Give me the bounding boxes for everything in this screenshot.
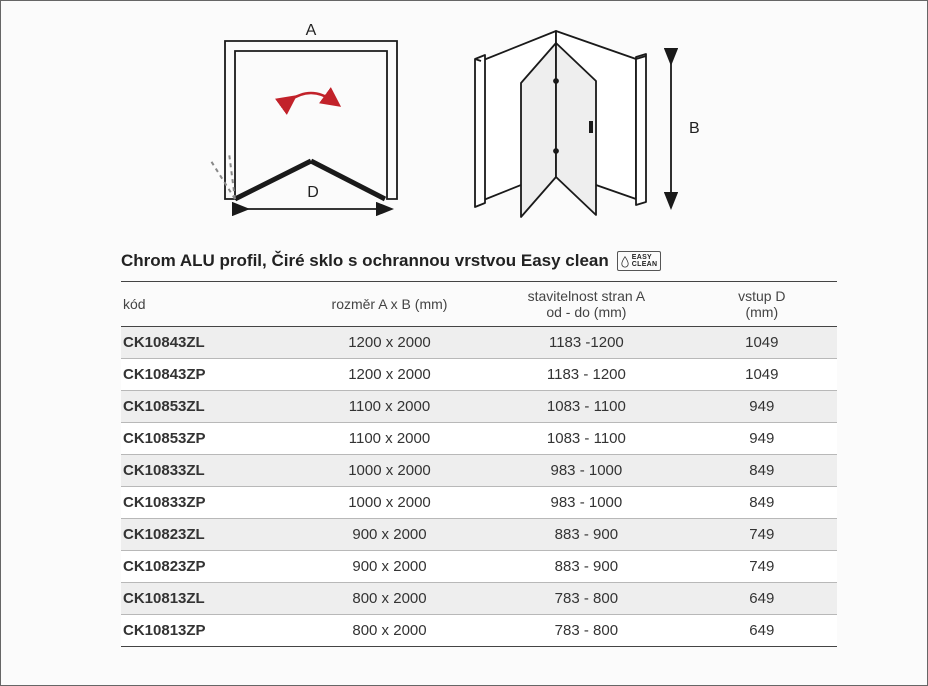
cell-entry: 749 [687, 551, 837, 583]
cell-entry: 849 [687, 487, 837, 519]
cell-entry: 949 [687, 423, 837, 455]
cell-adjust: 783 - 800 [486, 583, 686, 615]
table-row: CK10843ZP1200 x 20001183 - 12001049 [121, 359, 837, 391]
cell-code: CK10823ZL [121, 519, 293, 551]
cell-size: 900 x 2000 [293, 519, 486, 551]
cell-size: 1100 x 2000 [293, 423, 486, 455]
cell-size: 900 x 2000 [293, 551, 486, 583]
cell-size: 1000 x 2000 [293, 455, 486, 487]
th-entry: vstup D (mm) [687, 282, 837, 327]
cell-entry: 649 [687, 583, 837, 615]
cell-adjust: 1183 -1200 [486, 327, 686, 359]
table-row: CK10853ZL1100 x 20001083 - 1100949 [121, 391, 837, 423]
table-row: CK10813ZP800 x 2000783 - 800649 [121, 615, 837, 647]
cell-entry: 1049 [687, 327, 837, 359]
label-a: A [306, 22, 317, 39]
cell-size: 800 x 2000 [293, 615, 486, 647]
cell-adjust: 883 - 900 [486, 551, 686, 583]
table-row: CK10843ZL1200 x 20001183 -12001049 [121, 327, 837, 359]
table-body: CK10843ZL1200 x 20001183 -12001049CK1084… [121, 327, 837, 647]
diagram-3d-view: B [461, 21, 711, 221]
cell-adjust: 983 - 1000 [486, 487, 686, 519]
spec-table: kód rozměr A x B (mm) stavitelnost stran… [121, 281, 837, 647]
easy-clean-icon: EASYCLEAN [617, 251, 662, 271]
cell-code: CK10813ZP [121, 615, 293, 647]
table-row: CK10853ZP1100 x 20001083 - 1100949 [121, 423, 837, 455]
cell-code: CK10843ZP [121, 359, 293, 391]
section-title: Chrom ALU profil, Čiré sklo s ochrannou … [121, 251, 609, 271]
th-adjust: stavitelnost stran A od - do (mm) [486, 282, 686, 327]
spec-section: Chrom ALU profil, Čiré sklo s ochrannou … [1, 221, 927, 647]
cell-entry: 1049 [687, 359, 837, 391]
table-header-row: kód rozměr A x B (mm) stavitelnost stran… [121, 282, 837, 327]
cell-adjust: 983 - 1000 [486, 455, 686, 487]
label-b: B [689, 120, 700, 137]
th-size: rozměr A x B (mm) [293, 282, 486, 327]
table-row: CK10823ZP900 x 2000883 - 900749 [121, 551, 837, 583]
cell-adjust: 1083 - 1100 [486, 391, 686, 423]
cell-adjust: 883 - 900 [486, 519, 686, 551]
cell-adjust: 783 - 800 [486, 615, 686, 647]
diagram-row: A D [1, 1, 927, 221]
cell-entry: 649 [687, 615, 837, 647]
cell-adjust: 1083 - 1100 [486, 423, 686, 455]
cell-size: 1100 x 2000 [293, 391, 486, 423]
label-d: D [307, 184, 319, 201]
cell-code: CK10843ZL [121, 327, 293, 359]
cell-code: CK10823ZP [121, 551, 293, 583]
diagram-top-view: A D [201, 21, 421, 216]
table-row: CK10823ZL900 x 2000883 - 900749 [121, 519, 837, 551]
cell-code: CK10853ZL [121, 391, 293, 423]
cell-entry: 849 [687, 455, 837, 487]
table-row: CK10833ZP1000 x 2000983 - 1000849 [121, 487, 837, 519]
th-code: kód [121, 282, 293, 327]
cell-code: CK10833ZL [121, 455, 293, 487]
table-row: CK10833ZL1000 x 2000983 - 1000849 [121, 455, 837, 487]
cell-size: 1200 x 2000 [293, 327, 486, 359]
cell-size: 800 x 2000 [293, 583, 486, 615]
cell-size: 1000 x 2000 [293, 487, 486, 519]
section-title-row: Chrom ALU profil, Čiré sklo s ochrannou … [121, 251, 837, 271]
table-row: CK10813ZL800 x 2000783 - 800649 [121, 583, 837, 615]
cell-entry: 949 [687, 391, 837, 423]
cell-entry: 749 [687, 519, 837, 551]
easy-clean-text: EASYCLEAN [632, 254, 658, 268]
cell-code: CK10813ZL [121, 583, 293, 615]
cell-adjust: 1183 - 1200 [486, 359, 686, 391]
cell-size: 1200 x 2000 [293, 359, 486, 391]
cell-code: CK10853ZP [121, 423, 293, 455]
cell-code: CK10833ZP [121, 487, 293, 519]
